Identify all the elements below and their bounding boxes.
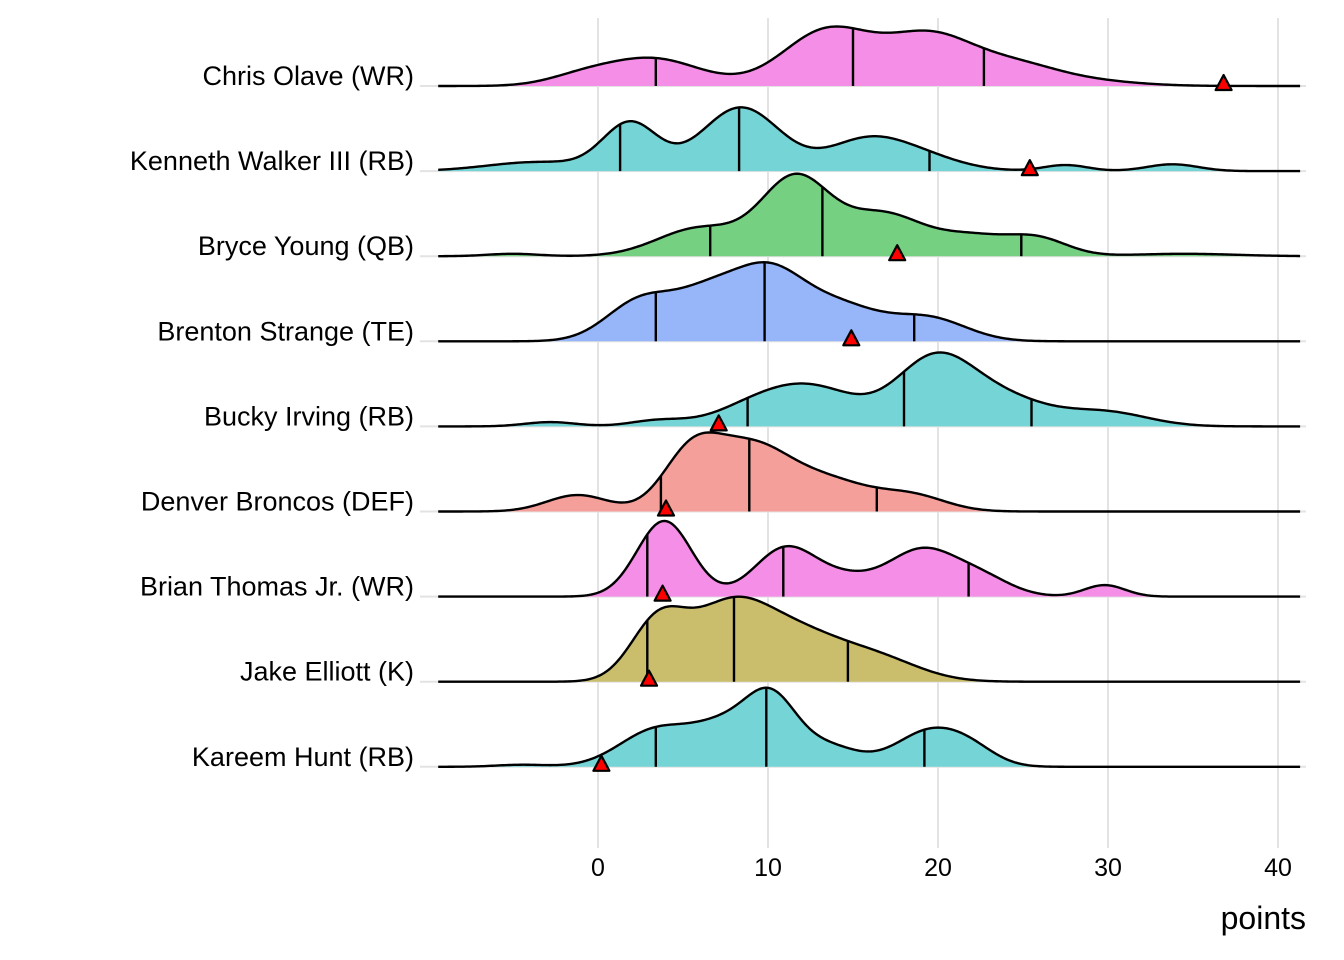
- ridge-outline: [438, 686, 1301, 768]
- x-axis-tick-labels: 0 10 20 30 40: [591, 854, 1292, 882]
- actual-score-marker: [842, 329, 861, 347]
- ridge-outline: [438, 595, 1301, 683]
- x-tick-label: 30: [1094, 854, 1122, 882]
- ridge-outline: [438, 172, 1301, 258]
- ridge-2: [438, 106, 1301, 177]
- ridge-7: [438, 519, 1301, 602]
- y-axis-label: Kareem Hunt (RB): [192, 742, 414, 772]
- ridge-area: [438, 107, 1301, 172]
- x-tick-label: 40: [1264, 854, 1292, 882]
- actual-score-marker: [653, 584, 672, 602]
- ridge-area: [438, 432, 1301, 512]
- x-tick-label: 10: [754, 854, 782, 882]
- ridge-5: [438, 351, 1301, 432]
- ridge-area: [438, 520, 1301, 597]
- y-axis-labels: Chris Olave (WR) Kenneth Walker III (RB) B…: [130, 61, 414, 772]
- actual-score-marker: [656, 499, 676, 517]
- y-axis-label: Chris Olave (WR): [202, 61, 414, 91]
- ridge-outline: [438, 519, 1301, 598]
- y-axis-label: Kenneth Walker III (RB): [130, 146, 414, 176]
- actual-score-marker: [639, 669, 659, 687]
- actual-score-marker: [888, 244, 907, 262]
- y-axis-label: Bryce Young (QB): [198, 231, 414, 261]
- actual-score-marker: [592, 754, 611, 772]
- y-axis-label: Brian Thomas Jr. (WR): [140, 572, 414, 602]
- ridge-outline: [438, 261, 1301, 343]
- actual-score-marker: [1020, 159, 1039, 177]
- ridge-outline: [438, 25, 1301, 88]
- ridge-6: [438, 431, 1301, 517]
- y-axis-label: Jake Elliott (K): [240, 657, 414, 687]
- ridge-area: [438, 173, 1301, 257]
- ridge-9: [438, 686, 1301, 772]
- y-axis-label: Bucky Irving (RB): [204, 401, 414, 431]
- y-axis-label: Brenton Strange (TE): [157, 316, 414, 346]
- x-tick-label: 0: [591, 854, 605, 882]
- y-axis-label: Denver Broncos (DEF): [141, 487, 414, 517]
- ridge-area: [438, 352, 1301, 427]
- ridge-area: [438, 596, 1301, 682]
- ridge-8: [438, 595, 1301, 687]
- actual-score-marker: [709, 414, 728, 432]
- ridge-1: [438, 25, 1301, 92]
- ridge-outline: [438, 431, 1301, 513]
- ridge-area: [438, 687, 1301, 767]
- ridge-outline: [438, 351, 1301, 428]
- ridges: [438, 25, 1301, 772]
- ridge-3: [438, 172, 1301, 262]
- x-tick-label: 20: [924, 854, 952, 882]
- ridge-area: [438, 262, 1301, 342]
- ridge-outline: [438, 106, 1301, 173]
- actual-score-marker: [1214, 73, 1233, 92]
- ridge-area: [438, 26, 1301, 86]
- ridge-4: [438, 261, 1301, 347]
- x-axis-title: points: [1221, 900, 1306, 936]
